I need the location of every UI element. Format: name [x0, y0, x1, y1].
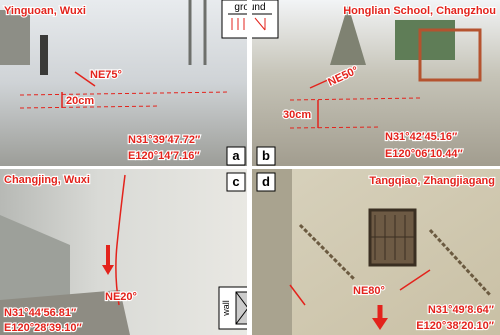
latitude: N31°44′56.81″	[4, 307, 77, 319]
panel-label-box	[256, 146, 276, 166]
wall-far	[0, 215, 70, 320]
azimuth: NE80°	[353, 285, 385, 297]
inset-label: wall	[221, 300, 231, 317]
tree	[330, 5, 366, 65]
location: Honglian School, Changzhou	[343, 5, 496, 17]
azimuth-arrow	[309, 69, 351, 89]
photo	[252, 0, 500, 166]
longitude: E120°14′7.16″	[128, 150, 200, 162]
longitude: E120°06′10.44″	[385, 148, 463, 160]
panel-label-box	[226, 146, 246, 166]
longitude: E120°28′39.10″	[4, 322, 82, 334]
panel-b: Honglian School, Changzhou NE50° 30cm N3…	[252, 0, 500, 166]
longitude: E120°38′20.10″	[416, 320, 494, 332]
offset-line	[19, 91, 231, 96]
location: Changjing, Wuxi	[4, 174, 90, 186]
latitude: N31°42′45.16″	[385, 131, 458, 143]
offset-line	[289, 126, 381, 129]
arrow-head	[102, 265, 114, 275]
panel-d: d Tangqiao, Zhangjiagang NE80° N31°49′8.…	[252, 169, 500, 335]
crack	[115, 174, 126, 306]
panel-label: a	[232, 148, 240, 163]
location: Yinguoan, Wuxi	[4, 5, 86, 17]
latitude: N31°39′47.72″	[128, 134, 201, 146]
inset-sketch	[231, 17, 266, 31]
panel-label: d	[262, 174, 270, 189]
building	[0, 10, 30, 65]
offset: 20cm	[66, 95, 94, 107]
ground	[0, 290, 130, 335]
panel-a: Yinguoan, Wuxi NE75° 20cm N31°39′47.72″ …	[0, 0, 247, 166]
offset: 30cm	[283, 109, 311, 121]
trees	[395, 20, 455, 60]
offset-line	[289, 97, 421, 101]
panel-c: Changjing, Wuxi NE20° N31°44′56.81″ E120…	[0, 169, 247, 335]
window-bars	[370, 215, 415, 260]
azimuth-arrow	[74, 71, 96, 87]
arrow-head	[372, 318, 388, 330]
panel-label: b	[262, 148, 270, 163]
panel-label: c	[232, 174, 239, 189]
gate	[418, 28, 482, 82]
photo	[0, 0, 247, 166]
side-wall	[252, 169, 292, 335]
panel-label-box	[226, 172, 246, 192]
azimuth: NE20°	[105, 291, 137, 303]
offset-line	[19, 105, 161, 109]
stair-crack	[428, 228, 492, 297]
stair-crack	[298, 223, 357, 282]
location: Tangqiao, Zhangjiagang	[369, 175, 495, 187]
latitude: N31°49′8.64″	[428, 304, 495, 316]
panel-label-box	[256, 172, 276, 192]
azimuth: NE75°	[90, 69, 122, 81]
crack	[289, 269, 431, 306]
person	[40, 35, 48, 75]
